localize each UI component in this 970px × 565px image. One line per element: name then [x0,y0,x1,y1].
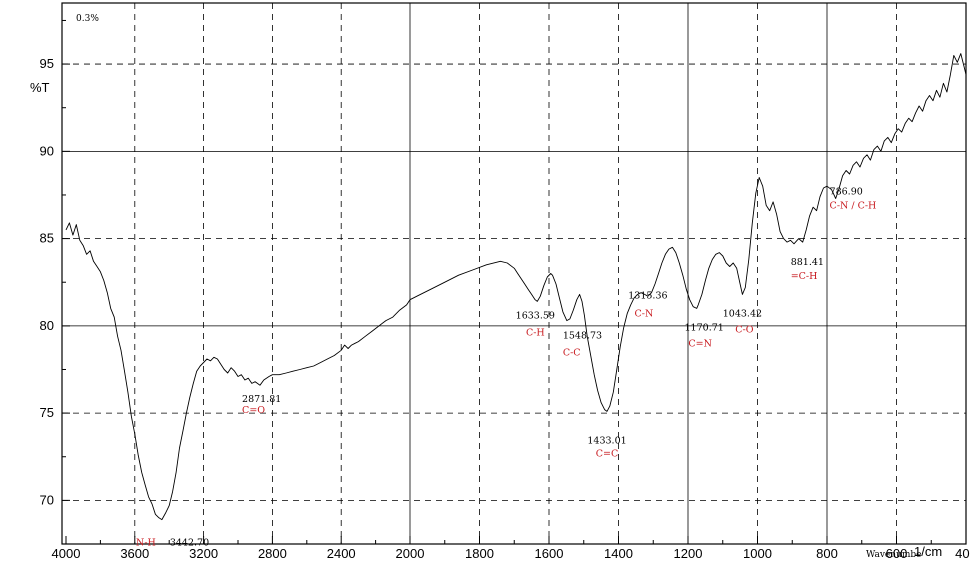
x-tick-label-600: 600 [886,546,908,561]
peak-annotation: 1043.42 C-O [723,308,762,335]
x-tick-label-3200: 3200 [189,546,218,561]
peak-value-label: 1315.36 [628,290,667,301]
x-tick-label-4000: 4000 [52,546,81,561]
peak-group-label: C-C [563,348,581,359]
peak-value-label: 1433.01 [587,435,626,446]
peak-annotation: 3442.70 N-H [136,538,209,549]
x-tick-label-1200: 1200 [674,546,703,561]
spectrum-series-line [65,53,967,521]
peak-group-label: C-N [635,308,654,319]
peak-group-label: C-O [735,324,753,335]
y-tick-label-90: 90 [40,143,54,158]
peak-value-label: 1548.73 [563,331,602,342]
x-tick-label-1000: 1000 [743,546,772,561]
x-tick-label-2400: 2400 [327,546,356,561]
y-axis-label: %T [30,80,50,95]
y-tick-label-80: 80 [40,318,54,333]
peak-annotation: 1433.01 C=C [587,435,626,459]
peak-value-label: 3442.70 [170,538,209,549]
peak-annotation: 1548.73 C-C [563,331,602,359]
x-tick-label-1800: 1800 [465,546,494,561]
peak-value-label: 1043.42 [723,308,762,319]
plot-frame [61,2,967,545]
peak-group-label: C=O [242,405,265,416]
peak-annotation: 1170.71 C=N [685,322,724,349]
peak-group-label: C-N / C-H [830,200,877,211]
peak-annotation: 881.41 =C-H [791,257,824,282]
peak-annotation: 1315.36 C-N [628,290,667,319]
x-tick-label-400: 400 [955,546,970,561]
peak-value-label: 1633.59 [516,310,555,321]
y-tick-label-85: 85 [40,231,54,246]
peak-value-label: 1170.71 [685,322,724,333]
x-tick-label-1400: 1400 [604,546,633,561]
peak-group-label: C=N [688,338,712,349]
peak-group-label: N-H [136,538,156,549]
peak-value-label: 2871.81 [242,394,281,405]
peak-group-label: =C-H [791,271,818,282]
axis-ticks: 4000 3600 3200 2800 2400 2000 1800 1600 1400 1200… [40,19,970,561]
peak-annotation: 1633.59 C-H [516,310,555,338]
peak-group-label: C=C [596,448,619,459]
grid-layer [62,3,966,544]
x-tick-label-3600: 3600 [120,546,149,561]
peak-annotations: 3442.70 N-H 2871.81C=O 1633.59 C-H 1548.73 C-C… [136,186,876,548]
x-tick-label-2000: 2000 [396,546,425,561]
peak-group-label: C-H [526,327,545,338]
x-axis-label: Wavenumbe [866,550,921,560]
x-axis-unit: 1/cm [914,544,942,559]
x-tick-label-1600: 1600 [535,546,564,561]
peak-value-label: 881.41 [791,257,824,268]
y-tick-label-70: 70 [40,492,54,507]
peak-value-label: 786.90 [830,186,863,197]
y-tick-label-95: 95 [40,56,54,71]
x-tick-label-800: 800 [816,546,838,561]
peak-annotation: 2871.81C=O [242,394,281,416]
peak-annotation: 786.90 C-N / C-H [830,186,877,211]
x-tick-label-2800: 2800 [258,546,287,561]
y-tick-label-75: 75 [40,405,54,420]
corner-note: 0.3% [76,14,99,24]
